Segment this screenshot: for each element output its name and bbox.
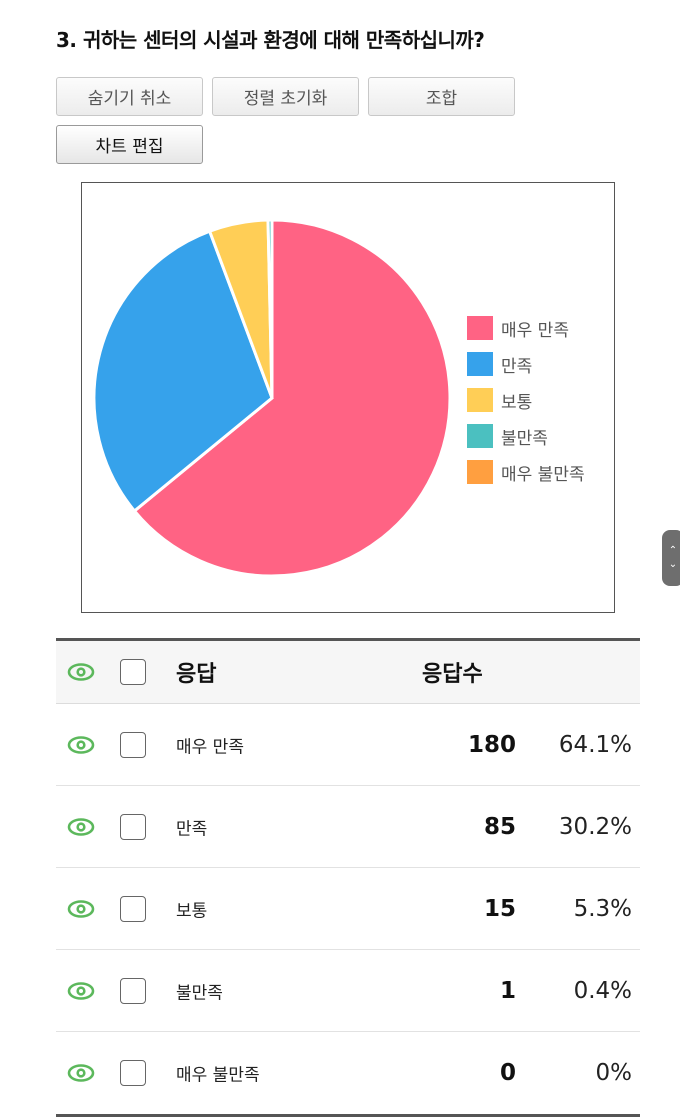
- response-header[interactable]: 응답: [176, 662, 217, 687]
- response-count: 0: [499, 1060, 516, 1086]
- legend-label: 보통: [501, 392, 533, 413]
- table-row: 매우 불만족 0 0%: [56, 1032, 640, 1114]
- legend-swatch: [467, 388, 493, 412]
- response-percent: 0.4%: [573, 977, 632, 1004]
- count-header[interactable]: 응답수: [422, 662, 483, 687]
- legend-swatch: [467, 460, 493, 484]
- response-percent: 30.2%: [558, 813, 632, 840]
- pie-chart: [92, 218, 452, 578]
- pie-chart-panel: 매우 만족 만족 보통 불만족 매우 불만족: [81, 182, 615, 613]
- table-row: 만족 85 30.2%: [56, 786, 640, 868]
- pie-slice[interactable]: [266, 218, 274, 399]
- response-label: 불만족: [176, 983, 223, 1003]
- legend-item[interactable]: 매우 불만족: [467, 454, 585, 490]
- response-count: 180: [467, 731, 516, 758]
- table-row: 불만족 1 0.4%: [56, 950, 640, 1032]
- eye-icon[interactable]: [67, 981, 95, 1001]
- response-count: 85: [483, 813, 516, 840]
- pie-slice[interactable]: [92, 229, 274, 514]
- edit-chart-button[interactable]: 차트 편집: [56, 125, 203, 164]
- response-label: 매우 만족: [176, 737, 244, 757]
- legend-item[interactable]: 보통: [467, 382, 585, 418]
- eye-icon[interactable]: [67, 899, 95, 919]
- table-row: 매우 만족 180 64.1%: [56, 704, 640, 786]
- table-header-row: 응답 응답수: [56, 641, 640, 704]
- response-percent: 0%: [595, 1060, 633, 1086]
- combine-button[interactable]: 조합: [368, 77, 515, 116]
- legend-swatch: [467, 316, 493, 340]
- chart-legend: 매우 만족 만족 보통 불만족 매우 불만족: [467, 310, 585, 490]
- legend-swatch: [467, 352, 493, 376]
- row-checkbox[interactable]: [120, 1060, 146, 1086]
- legend-item[interactable]: 만족: [467, 346, 585, 382]
- response-percent: 64.1%: [558, 731, 632, 758]
- table-row: 보통 15 5.3%: [56, 868, 640, 950]
- eye-icon[interactable]: [67, 662, 95, 682]
- eye-icon[interactable]: [67, 1063, 95, 1083]
- legend-swatch: [467, 424, 493, 448]
- chevron-up-icon: ⌃: [668, 545, 678, 556]
- response-table: 응답 응답수 매우 만족 180 64.1% 만족 85 30.2% 보통 15…: [56, 638, 640, 1117]
- scroll-handle[interactable]: ⌃ ⌄: [662, 530, 680, 586]
- legend-label: 불만족: [501, 428, 548, 449]
- row-checkbox[interactable]: [120, 813, 146, 840]
- question-title: 3. 귀하는 센터의 시설과 환경에 대해 만족하십니까?: [56, 28, 485, 52]
- response-label: 만족: [176, 819, 208, 839]
- response-count: 15: [483, 895, 516, 922]
- row-checkbox[interactable]: [120, 977, 146, 1004]
- legend-item[interactable]: 불만족: [467, 418, 585, 454]
- eye-icon[interactable]: [67, 817, 95, 837]
- chevron-down-icon: ⌄: [668, 559, 678, 570]
- unhide-button[interactable]: 숨기기 취소: [56, 77, 203, 116]
- reset-sort-button[interactable]: 정렬 초기화: [212, 77, 359, 116]
- response-label: 보통: [176, 901, 208, 921]
- legend-label: 매우 만족: [501, 320, 569, 341]
- pie-slice[interactable]: [132, 218, 452, 578]
- row-checkbox[interactable]: [120, 895, 146, 922]
- legend-item[interactable]: 매우 만족: [467, 310, 585, 346]
- select-all-checkbox[interactable]: [120, 659, 146, 685]
- eye-icon[interactable]: [67, 735, 95, 755]
- response-count: 1: [499, 977, 516, 1004]
- response-label: 매우 불만족: [176, 1065, 260, 1086]
- row-checkbox[interactable]: [120, 731, 146, 758]
- legend-label: 만족: [501, 356, 533, 377]
- legend-label: 매우 불만족: [501, 464, 585, 485]
- response-percent: 5.3%: [573, 895, 632, 922]
